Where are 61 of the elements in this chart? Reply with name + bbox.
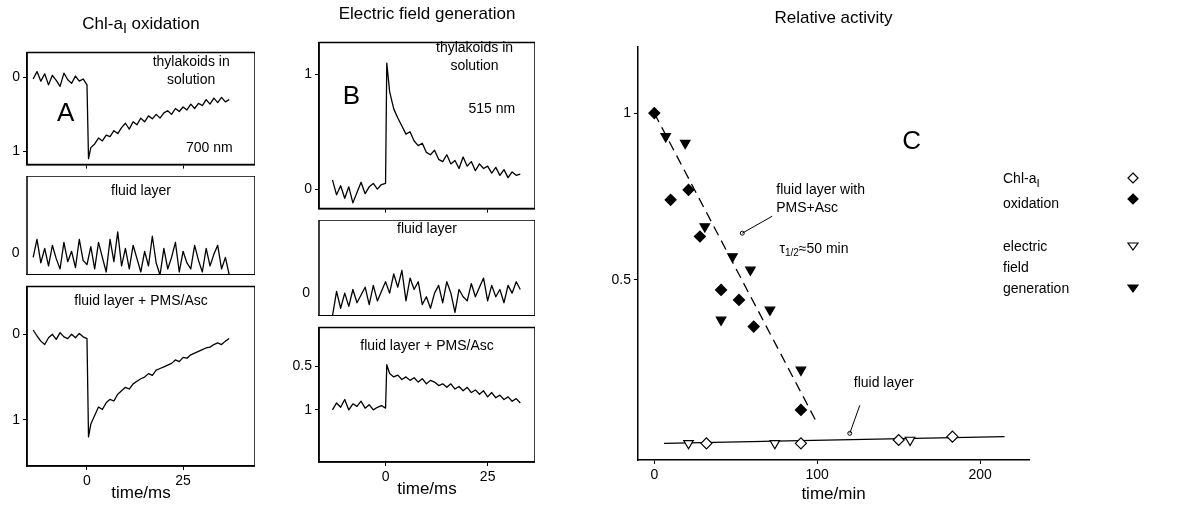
y-tick-label: 0.5 bbox=[292, 357, 313, 374]
point bbox=[747, 320, 760, 333]
x-tick-label: 200 bbox=[968, 466, 993, 483]
point bbox=[769, 439, 781, 450]
y-tick-label: 1 bbox=[304, 65, 313, 82]
x-tick-label: 0 bbox=[83, 472, 92, 489]
text: fluid layer bbox=[397, 220, 458, 237]
x-tick-label: 25 bbox=[175, 472, 192, 489]
annotation: fluid layer bbox=[853, 374, 915, 391]
point bbox=[946, 430, 959, 443]
y-tick-label: 1 bbox=[304, 400, 313, 417]
y-tick-label: 1 bbox=[12, 142, 21, 159]
x-axis-title: time/ms bbox=[397, 479, 457, 499]
point bbox=[682, 183, 695, 196]
point bbox=[732, 293, 746, 306]
point bbox=[693, 230, 707, 243]
text: fluid layer bbox=[111, 181, 172, 198]
x-axis-title: time/min bbox=[801, 484, 866, 504]
y-tick-label: 1 bbox=[12, 410, 21, 427]
point bbox=[679, 139, 691, 150]
y-tick-label: 1 bbox=[623, 103, 632, 120]
annotation: fluid layer with PMS+Asc bbox=[776, 181, 865, 216]
point bbox=[904, 436, 916, 447]
point bbox=[892, 433, 905, 447]
annotation: A bbox=[57, 97, 76, 128]
point bbox=[764, 306, 776, 316]
chart-title: Electric field generation bbox=[337, 4, 517, 24]
x-tick-label: 100 bbox=[805, 466, 830, 483]
y-tick-label: 0 bbox=[12, 325, 21, 342]
point bbox=[745, 266, 756, 276]
annotation: 515 nm bbox=[468, 99, 516, 116]
y-tick-label: 0.5 bbox=[611, 270, 632, 287]
annotation: fluid layer + PMS/Asc bbox=[360, 337, 494, 354]
x-axis-title: time/ms bbox=[111, 483, 171, 503]
point bbox=[727, 253, 738, 263]
x-tick-label: 0 bbox=[381, 468, 390, 485]
annotation: thylakoids in solution bbox=[152, 53, 230, 88]
point bbox=[660, 133, 672, 143]
point bbox=[648, 107, 661, 120]
point bbox=[795, 366, 807, 377]
point bbox=[714, 283, 728, 296]
point bbox=[699, 223, 711, 233]
chart-title: Chl-a$_{I}$ oxidation bbox=[81, 14, 201, 37]
point bbox=[683, 439, 694, 450]
annotation: thylakoids in solution bbox=[436, 39, 514, 74]
y-tick-label: 0 bbox=[12, 68, 21, 85]
annotation: 700 nm bbox=[186, 138, 233, 155]
point bbox=[700, 437, 713, 450]
annotation: B bbox=[342, 80, 361, 111]
chart-title: Relative activity bbox=[773, 8, 894, 28]
point bbox=[715, 316, 727, 327]
point bbox=[794, 437, 808, 450]
annotation: C bbox=[902, 124, 922, 155]
annotation: fluid layer + PMS/Asc bbox=[74, 291, 208, 308]
text: electric field generation bbox=[1003, 237, 1071, 298]
x-tick-label: 0 bbox=[650, 466, 659, 483]
point bbox=[664, 193, 677, 206]
text: Chl-a$_{I}$ oxidation bbox=[1003, 169, 1061, 213]
x-tick-label: 25 bbox=[479, 468, 496, 485]
y-tick-label: 0 bbox=[304, 179, 313, 196]
point bbox=[794, 403, 808, 417]
